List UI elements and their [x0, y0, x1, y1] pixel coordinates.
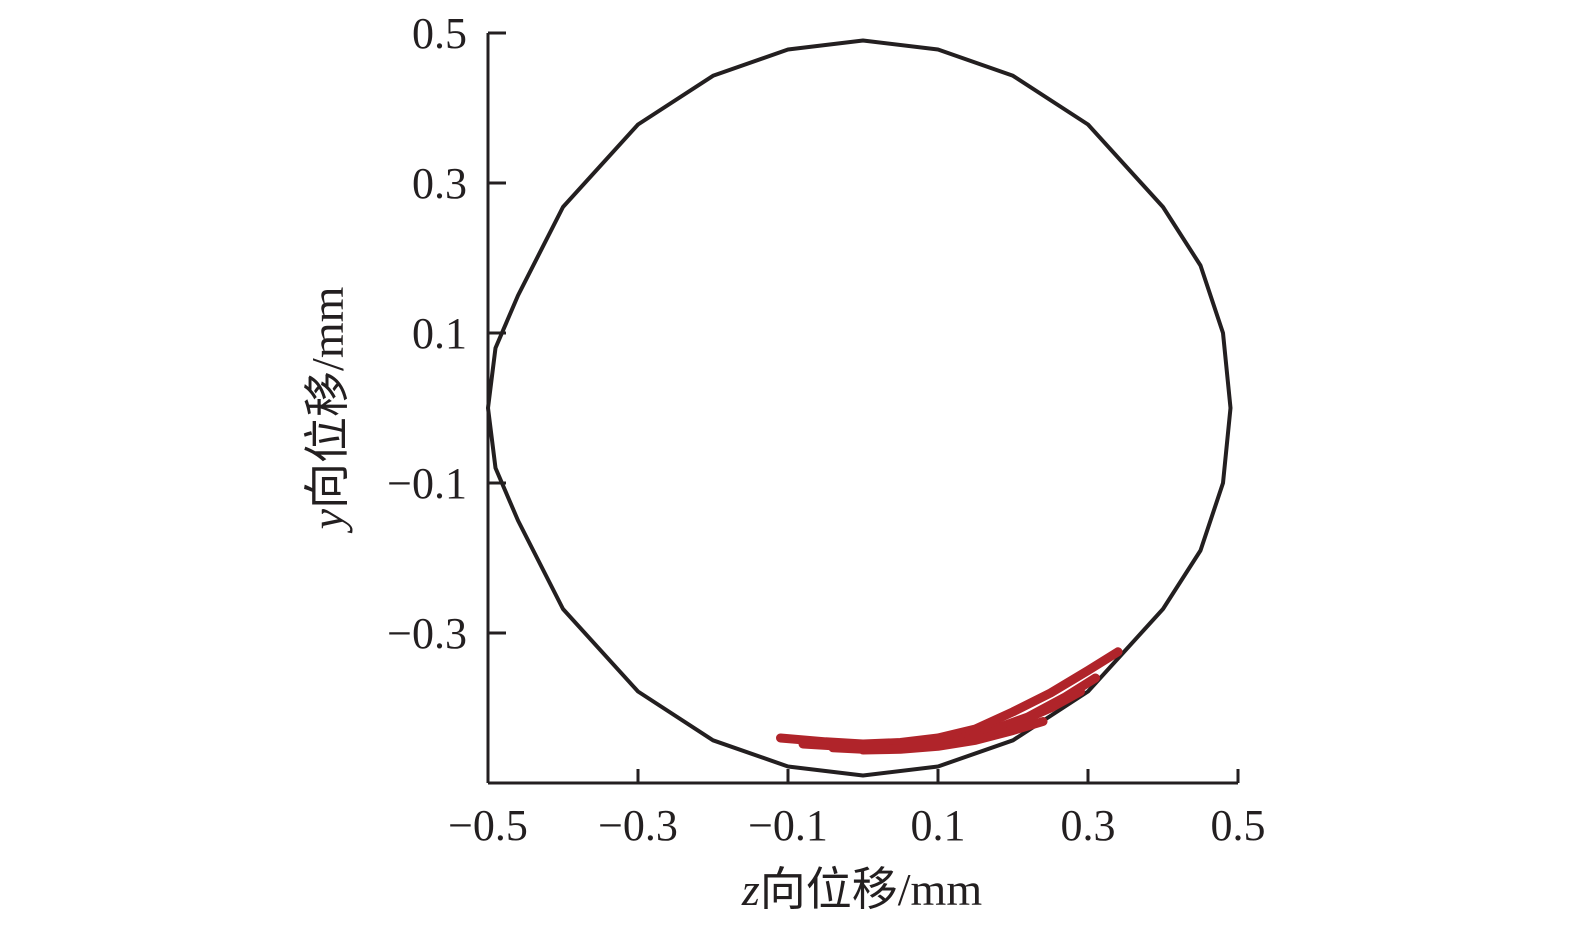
y-tick-label: −0.3 [387, 609, 467, 658]
x-tick-label: 0.3 [1061, 801, 1116, 850]
x-axis: −0.5 −0.3 −0.1 0.1 0.3 0.5 [448, 769, 1266, 850]
y-tick-label: 0.3 [412, 159, 467, 208]
x-tick-label: −0.5 [448, 801, 528, 850]
y-axis-ticks: −0.3 −0.1 0.1 0.3 0.5 [387, 9, 506, 658]
x-axis-title: z向位移/mm [741, 864, 982, 915]
trajectory-series [776, 647, 1123, 755]
x-tick-label: −0.1 [748, 801, 828, 850]
plot-area [486, 38, 1233, 778]
circular-boundary-curve [486, 38, 1233, 778]
y-tick-label: 0.5 [412, 9, 467, 58]
x-tick-label: −0.3 [598, 801, 678, 850]
y-tick-label: −0.1 [387, 459, 467, 508]
x-axis-ticks: −0.5 −0.3 −0.1 0.1 0.3 0.5 [448, 769, 1266, 850]
y-axis-title: y向位移/mm [302, 286, 353, 533]
y-axis: −0.3 −0.1 0.1 0.3 0.5 [387, 9, 506, 783]
x-tick-label: 0.1 [911, 801, 966, 850]
x-tick-label: 0.5 [1211, 801, 1266, 850]
trajectory-segment [858, 717, 1048, 755]
y-tick-label: 0.1 [412, 309, 467, 358]
